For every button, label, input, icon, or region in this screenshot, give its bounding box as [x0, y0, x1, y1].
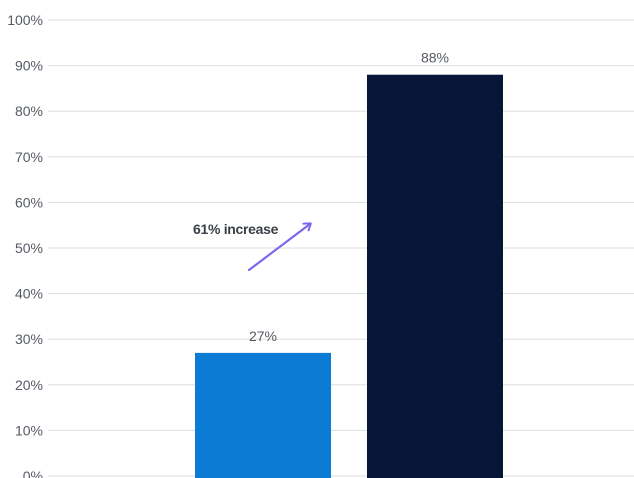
- bar: [367, 74, 503, 478]
- annotation-label: 61% increase: [193, 221, 279, 237]
- y-tick-label: 0%: [23, 468, 43, 478]
- bar: [195, 352, 331, 478]
- annotation-arrow: [247, 224, 310, 272]
- y-tick-label: 50%: [15, 240, 43, 256]
- bar-value-label: 88%: [421, 50, 449, 66]
- y-tick-label: 20%: [15, 377, 43, 393]
- y-tick-label: 70%: [15, 149, 43, 165]
- y-axis-ticks: 0% 10% 20% 30% 40% 50% 60% 70% 80% 90% 100%: [7, 12, 43, 478]
- y-tick-label: 40%: [15, 286, 43, 302]
- y-tick-label: 30%: [15, 331, 43, 347]
- y-tick-label: 80%: [15, 103, 43, 119]
- y-tick-label: 100%: [7, 12, 43, 28]
- bar-value-label: 27%: [249, 328, 277, 344]
- gridlines: [48, 19, 634, 477]
- y-tick-label: 60%: [15, 194, 43, 210]
- y-tick-label: 10%: [15, 422, 43, 438]
- y-tick-label: 90%: [15, 58, 43, 74]
- data-labels: 27% 88%: [249, 50, 449, 344]
- bars: [195, 74, 503, 478]
- annotation: 61% increase: [193, 221, 310, 272]
